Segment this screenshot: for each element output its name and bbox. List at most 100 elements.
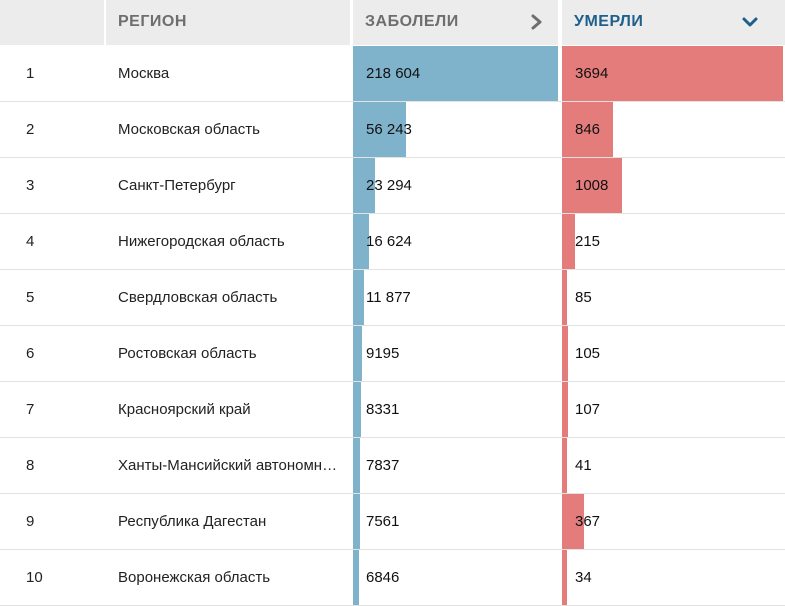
row-region: Московская область xyxy=(118,121,260,138)
deaths-cell: 34 xyxy=(562,550,783,605)
cases-value: 8331 xyxy=(366,401,400,418)
row-region: Свердловская область xyxy=(118,289,278,306)
cases-cell: 6846 xyxy=(353,550,558,605)
deaths-bar xyxy=(562,550,567,605)
cases-value: 218 604 xyxy=(366,65,421,82)
table-row: 8 Ханты-Мансийский автономный округ 7837 41 xyxy=(0,438,785,494)
cases-bar xyxy=(353,102,406,157)
deaths-value: 41 xyxy=(575,457,592,474)
table-row: 10 Воронежская область 6846 34 xyxy=(0,550,785,606)
row-rank: 10 xyxy=(26,569,43,586)
table-row: 2 Московская область 56 243 846 xyxy=(0,102,785,158)
cases-bar xyxy=(353,438,361,493)
table-row: 6 Ростовская область 9195 105 xyxy=(0,326,785,382)
deaths-cell: 215 xyxy=(562,214,783,269)
chevron-right-icon[interactable] xyxy=(526,10,548,34)
table-row: 9 Республика Дагестан 7561 367 xyxy=(0,494,785,550)
deaths-bar xyxy=(562,326,569,381)
row-rank: 2 xyxy=(26,121,35,138)
table-row: 3 Санкт-Петербург 23 294 1008 xyxy=(0,158,785,214)
cases-value: 9195 xyxy=(366,345,400,362)
deaths-bar xyxy=(562,158,623,213)
deaths-value: 3694 xyxy=(575,65,609,82)
deaths-value: 215 xyxy=(575,233,601,250)
header-rank-cell xyxy=(0,0,104,45)
cases-bar xyxy=(353,326,362,381)
deaths-value: 367 xyxy=(575,513,601,530)
cases-cell: 56 243 xyxy=(353,102,558,157)
header-cases-cell[interactable]: ЗАБОЛЕЛИ xyxy=(353,0,558,45)
cases-value: 16 624 xyxy=(366,233,412,250)
deaths-bar xyxy=(562,382,569,437)
cases-cell: 7837 xyxy=(353,438,558,493)
deaths-cell: 367 xyxy=(562,494,783,549)
cases-cell: 9195 xyxy=(353,326,558,381)
row-rank: 6 xyxy=(26,345,35,362)
row-rank: 4 xyxy=(26,233,35,250)
cases-bar xyxy=(353,214,369,269)
row-region: Ростовская область xyxy=(118,345,257,362)
table-row: 1 Москва 218 604 3694 xyxy=(0,46,785,102)
row-region: Республика Дагестан xyxy=(118,513,267,530)
deaths-cell: 105 xyxy=(562,326,783,381)
header-region-cell[interactable]: РЕГИОН xyxy=(106,0,350,45)
cases-bar xyxy=(353,550,360,605)
row-region: Воронежская область xyxy=(118,569,271,586)
deaths-value: 85 xyxy=(575,289,592,306)
cases-value: 23 294 xyxy=(366,177,412,194)
cases-value: 6846 xyxy=(366,569,400,586)
row-rank: 8 xyxy=(26,457,35,474)
row-rank: 5 xyxy=(26,289,35,306)
cases-bar xyxy=(353,382,361,437)
deaths-value: 34 xyxy=(575,569,592,586)
deaths-value: 1008 xyxy=(575,177,609,194)
row-region: Нижегородская область xyxy=(118,233,285,250)
header-deaths-cell[interactable]: УМЕРЛИ xyxy=(562,0,785,45)
row-region: Красноярский край xyxy=(118,401,251,418)
cases-bar xyxy=(353,494,361,549)
cases-value: 7561 xyxy=(366,513,400,530)
deaths-cell: 85 xyxy=(562,270,783,325)
deaths-cell: 41 xyxy=(562,438,783,493)
table-header: РЕГИОН ЗАБОЛЕЛИ УМЕРЛИ xyxy=(0,0,785,45)
deaths-value: 105 xyxy=(575,345,601,362)
row-region: Москва xyxy=(118,65,170,82)
cases-bar xyxy=(353,46,558,101)
deaths-bar xyxy=(562,102,613,157)
chevron-down-icon[interactable] xyxy=(739,10,761,34)
header-region-label: РЕГИОН xyxy=(118,13,187,30)
deaths-value: 846 xyxy=(575,121,601,138)
row-rank: 3 xyxy=(26,177,35,194)
row-region: Санкт-Петербург xyxy=(118,177,236,194)
cases-cell: 8331 xyxy=(353,382,558,437)
table-row: 4 Нижегородская область 16 624 215 xyxy=(0,214,785,270)
row-rank: 1 xyxy=(26,65,35,82)
deaths-cell: 107 xyxy=(562,382,783,437)
deaths-cell: 846 xyxy=(562,102,783,157)
cases-cell: 218 604 xyxy=(353,46,558,101)
cases-bar xyxy=(353,270,365,325)
row-rank: 9 xyxy=(26,513,35,530)
cases-bar xyxy=(353,158,375,213)
cases-cell: 7561 xyxy=(353,494,558,549)
deaths-bar xyxy=(562,270,568,325)
deaths-bar xyxy=(562,46,783,101)
cases-cell: 23 294 xyxy=(353,158,558,213)
table-row: 5 Свердловская область 11 877 85 xyxy=(0,270,785,326)
cases-value: 7837 xyxy=(366,457,400,474)
cases-value: 56 243 xyxy=(366,121,412,138)
deaths-value: 107 xyxy=(575,401,601,418)
header-deaths-label: УМЕРЛИ xyxy=(574,13,644,30)
deaths-bar xyxy=(562,494,584,549)
deaths-cell: 3694 xyxy=(562,46,783,101)
deaths-cell: 1008 xyxy=(562,158,783,213)
cases-value: 11 877 xyxy=(366,289,411,306)
table-row: 7 Красноярский край 8331 107 xyxy=(0,382,785,438)
cases-cell: 11 877 xyxy=(353,270,558,325)
row-region: Ханты-Мансийский автономный округ xyxy=(118,457,340,474)
deaths-bar xyxy=(562,214,575,269)
header-cases-label: ЗАБОЛЕЛИ xyxy=(365,13,459,30)
cases-cell: 16 624 xyxy=(353,214,558,269)
deaths-bar xyxy=(562,438,567,493)
